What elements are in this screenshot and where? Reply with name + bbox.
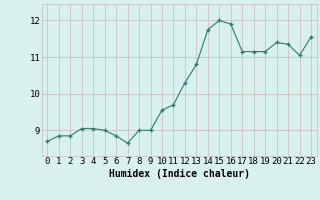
X-axis label: Humidex (Indice chaleur): Humidex (Indice chaleur) xyxy=(109,169,250,179)
